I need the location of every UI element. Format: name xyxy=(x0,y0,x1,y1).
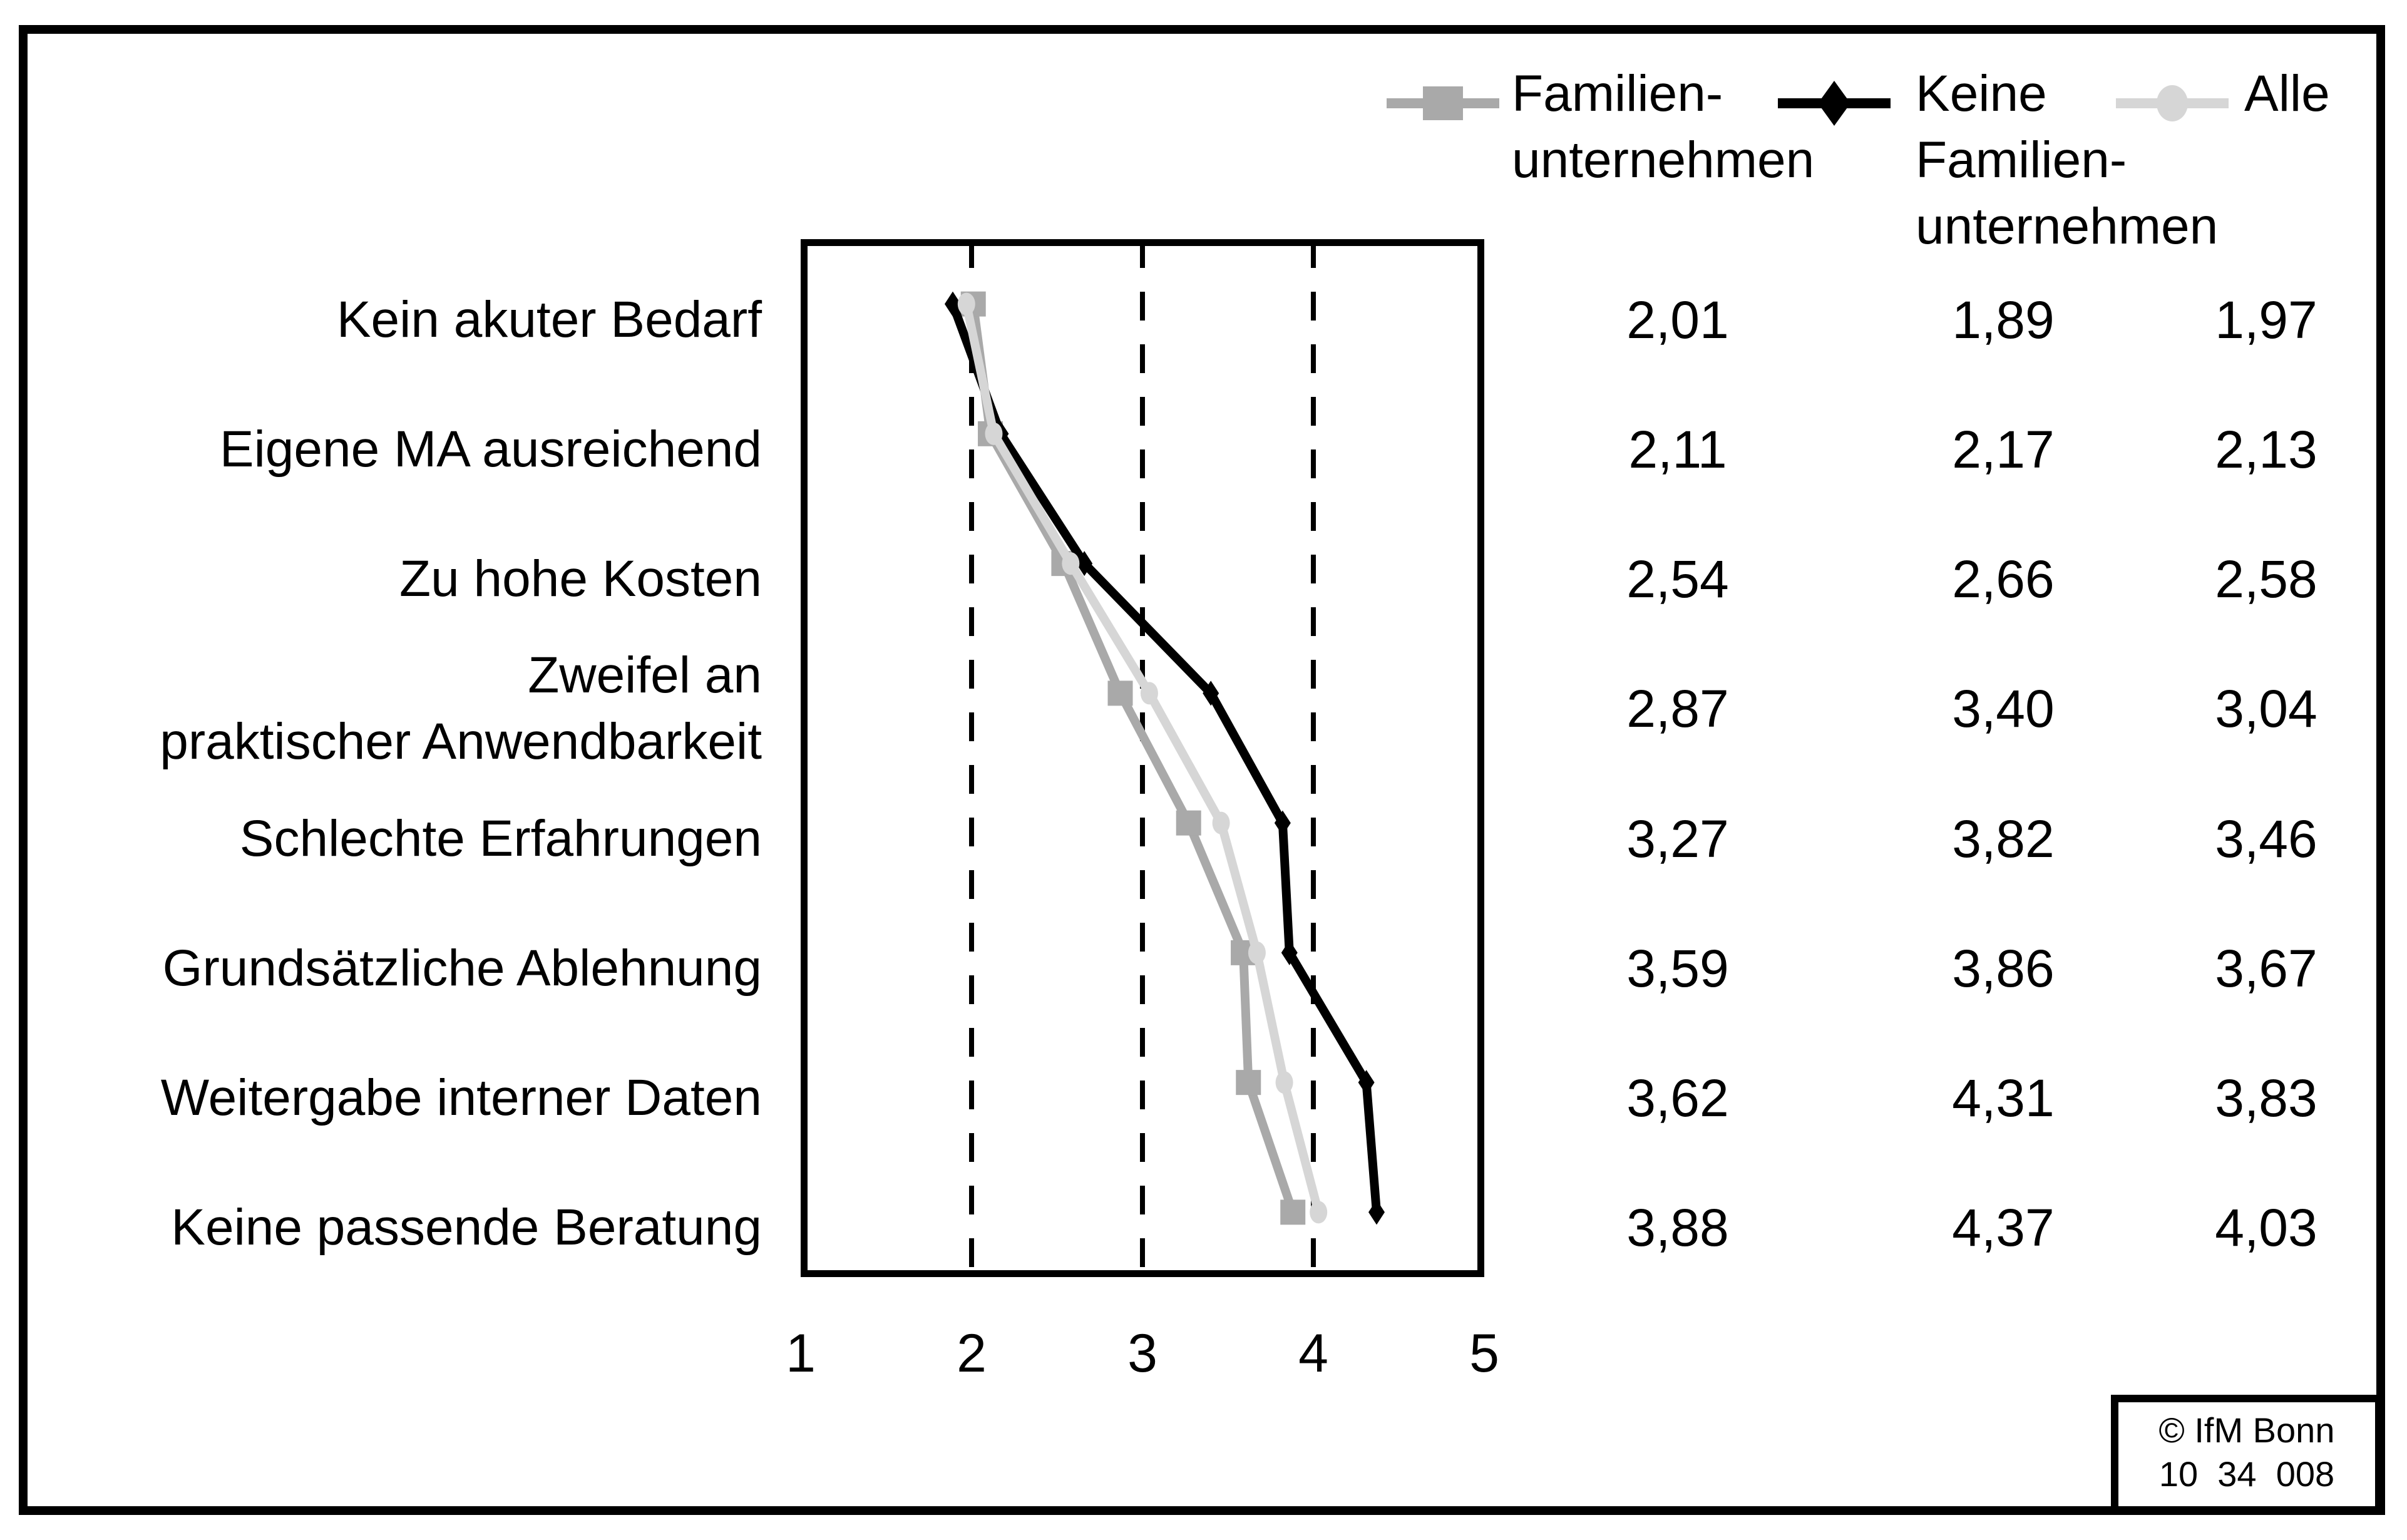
value-cell: 2,58 xyxy=(2215,550,2317,609)
legend-marker-shape xyxy=(2157,85,2188,121)
category-label: Zu hohe Kosten xyxy=(399,546,762,612)
x-tick-label: 1 xyxy=(786,1323,816,1383)
value-cell: 2,13 xyxy=(2215,419,2317,479)
value-cell: 4,37 xyxy=(1952,1198,2055,1258)
value-cell: 3,82 xyxy=(1952,809,2055,868)
series-marker-diamond xyxy=(944,291,961,317)
series-marker-diamond xyxy=(1368,1199,1385,1225)
category-label: Weitergabe interner Daten xyxy=(161,1065,762,1131)
x-tick-label: 3 xyxy=(1127,1323,1157,1383)
legend-label-line: Keine xyxy=(1916,65,2047,122)
series-marker-circle xyxy=(1212,811,1230,834)
category-label: Zweifel an praktischer Anwendbarkeit xyxy=(160,642,762,775)
value-cell: 3,67 xyxy=(2215,938,2317,998)
series-marker-diamond xyxy=(1203,680,1219,706)
series-marker-square xyxy=(1280,1199,1306,1225)
category-label-line: Zweifel an xyxy=(528,647,762,704)
legend-label-line: unternehmen xyxy=(1916,198,2219,255)
series-marker-diamond xyxy=(1274,810,1291,836)
series-line xyxy=(948,302,1381,1213)
value-cell: 2,11 xyxy=(1628,419,1727,479)
legend-label-2: Keine Familien-unternehmen xyxy=(1916,61,2218,260)
category-label-line: Weitergabe interner Daten xyxy=(160,1069,762,1127)
x-tick-label: 5 xyxy=(1469,1323,1499,1383)
series-marker-circle xyxy=(985,422,1003,445)
category-label: Schlechte Erfahrungen xyxy=(240,806,762,872)
value-cell: 3,46 xyxy=(2215,809,2317,868)
series-line xyxy=(962,303,1323,1214)
value-cell: 3,83 xyxy=(2215,1069,2317,1128)
value-cell: 2,87 xyxy=(1626,679,1729,739)
value-cell: 2,54 xyxy=(1626,550,1729,609)
value-cell: 2,66 xyxy=(1952,550,2055,609)
category-label-line: Eigene MA ausreichend xyxy=(219,420,762,478)
series-marker-square xyxy=(1236,1070,1261,1096)
series-marker-circle xyxy=(1140,682,1158,705)
series-marker-circle xyxy=(1310,1201,1328,1224)
legend-label-3: Alle xyxy=(2244,61,2330,127)
legend-marker-shape xyxy=(1818,81,1850,126)
legend-label-1: Familien-unternehmen xyxy=(1512,61,1814,193)
category-label-line: Keine passende Beratung xyxy=(171,1199,762,1256)
category-label: Grundsätzliche Ablehnung xyxy=(163,935,762,1002)
category-label-line: praktischer Anwendbarkeit xyxy=(160,713,762,771)
x-tick-label: 2 xyxy=(957,1323,987,1383)
series-marker-circle xyxy=(957,292,975,316)
value-cell: 3,59 xyxy=(1626,938,1729,998)
category-label-line: Zu hohe Kosten xyxy=(399,550,762,608)
value-cell: 3,27 xyxy=(1626,809,1729,868)
series-marker-square xyxy=(1176,810,1201,836)
legend-marker-circle-icon xyxy=(2116,85,2229,121)
series-marker-circle xyxy=(1248,941,1266,964)
value-cell: 3,04 xyxy=(2215,679,2317,739)
series-marker-square xyxy=(1107,680,1133,706)
value-cell: 3,40 xyxy=(1952,679,2055,739)
category-label-line: Schlechte Erfahrungen xyxy=(239,809,762,867)
category-label: Eigene MA ausreichend xyxy=(220,416,762,483)
legend-marker-square-icon xyxy=(1387,86,1499,120)
copyright-text: © IfM Bonn xyxy=(2158,1410,2335,1450)
series-marker-circle xyxy=(1062,552,1080,575)
chart-plot-area xyxy=(801,239,1484,1277)
series-marker-diamond xyxy=(1281,940,1298,965)
value-cell: 4,31 xyxy=(1952,1069,2055,1128)
legend-label-line: Familien- xyxy=(1916,131,2127,188)
legend-label-line: unternehmen xyxy=(1512,131,1815,188)
category-label: Keine passende Beratung xyxy=(171,1194,762,1261)
value-cell: 1,97 xyxy=(2215,290,2317,349)
category-label-line: Kein akuter Bedarf xyxy=(336,290,762,348)
x-tick-label: 4 xyxy=(1298,1323,1328,1383)
value-cell: 3,88 xyxy=(1626,1198,1729,1258)
value-cell: 1,89 xyxy=(1952,290,2055,349)
series-marker-diamond xyxy=(1358,1070,1375,1096)
value-cell: 3,62 xyxy=(1626,1069,1729,1128)
category-label: Kein akuter Bedarf xyxy=(337,287,762,353)
value-cell: 3,86 xyxy=(1952,938,2055,998)
legend-label-line: Alle xyxy=(2244,65,2330,122)
legend-label-line: Familien- xyxy=(1512,65,1723,122)
legend-marker-diamond-icon xyxy=(1778,81,1891,126)
source-box: © IfM Bonn 10 34 008 xyxy=(2111,1395,2383,1514)
series-marker-circle xyxy=(1275,1071,1293,1094)
outer-frame xyxy=(19,25,2385,1515)
value-cell: 4,03 xyxy=(2215,1198,2317,1258)
category-label-line: Grundsätzliche Ablehnung xyxy=(162,939,762,997)
plot-border xyxy=(801,239,1484,1277)
value-cell: 2,17 xyxy=(1952,419,2055,479)
value-cell: 2,01 xyxy=(1626,290,1729,349)
series-marker-diamond xyxy=(1076,551,1093,577)
legend-marker-shape xyxy=(1423,86,1463,120)
figure-code: 10 34 008 xyxy=(2158,1454,2335,1494)
